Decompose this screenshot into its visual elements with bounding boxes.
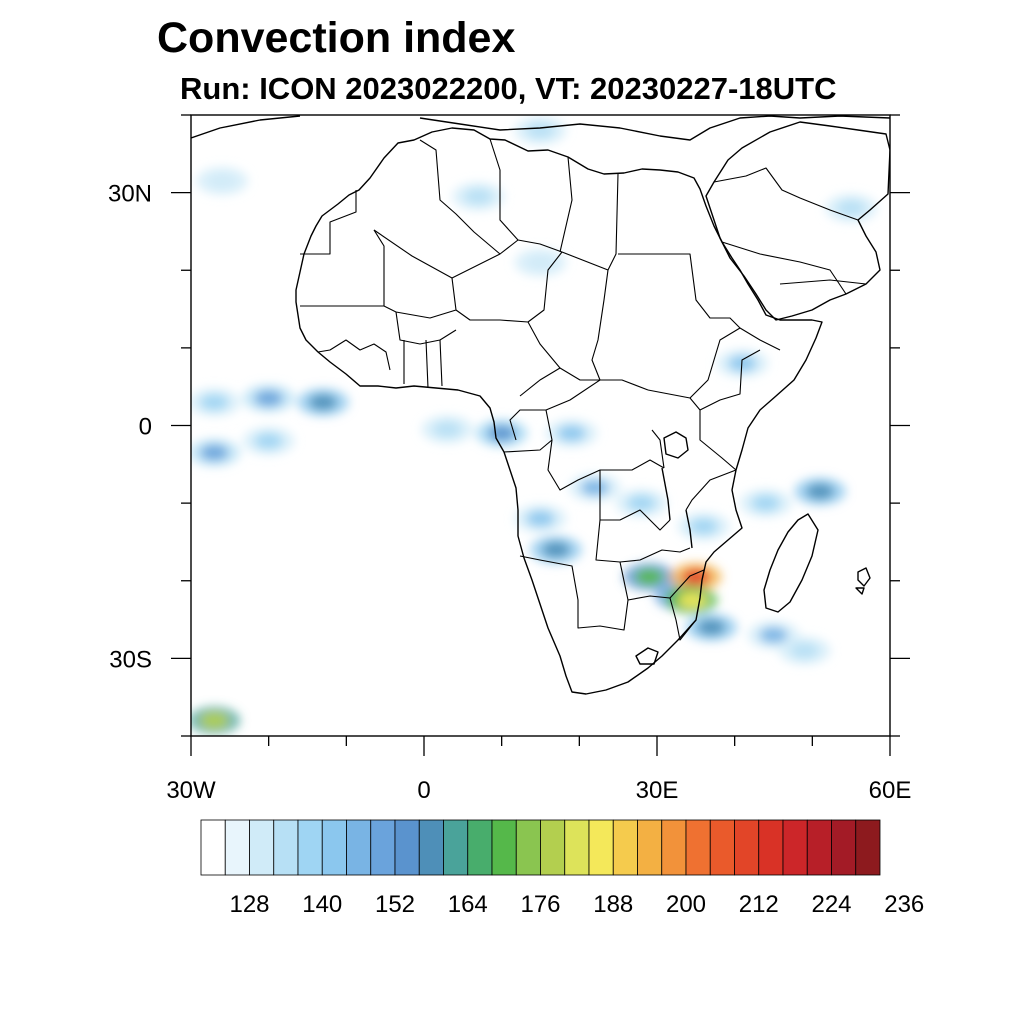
- colorbar-swatch: [297, 819, 323, 876]
- convection-patch: [580, 479, 609, 496]
- lake-victoria: [663, 431, 689, 459]
- colorbar-swatch: [418, 819, 444, 876]
- convection-patch: [837, 200, 866, 217]
- colorbar-swatch: [831, 819, 857, 876]
- madagascar-coastline: [763, 513, 819, 613]
- convection-patch: [526, 510, 555, 527]
- colorbar-swatch: [806, 819, 832, 876]
- colorbar-swatch: [321, 819, 347, 876]
- colorbar-swatch: [200, 819, 226, 876]
- x-tick-label: 30W: [166, 777, 216, 804]
- colorbar-label: 152: [375, 891, 415, 918]
- convection-patch: [542, 541, 571, 558]
- convection-patch: [759, 627, 788, 644]
- convection-patch: [681, 568, 710, 585]
- lake-malawi: [685, 509, 693, 549]
- colorbar-label: 224: [811, 891, 851, 918]
- convection-patch: [751, 495, 780, 512]
- lesotho: [635, 647, 659, 665]
- convection-patch: [557, 425, 586, 442]
- convection-patch: [464, 188, 493, 205]
- x-tick-label: 60E: [869, 777, 912, 804]
- colorbar-swatch: [394, 819, 420, 876]
- y-tick-label: 0: [139, 414, 152, 441]
- colorbar-label: 236: [884, 891, 924, 918]
- convection-patch: [697, 619, 726, 636]
- country-borders: [300, 138, 867, 641]
- convection-field: [191, 116, 878, 735]
- x-tick-label: 0: [417, 777, 430, 804]
- colorbar-swatch: [491, 819, 517, 876]
- colorbar-swatch: [224, 819, 250, 876]
- colorbar-label: 176: [520, 891, 560, 918]
- convection-patch: [728, 355, 757, 372]
- convection-patch: [200, 712, 229, 729]
- colorbar-swatch: [564, 819, 590, 876]
- colorbar-swatch: [273, 819, 299, 876]
- colorbar-label: 128: [229, 891, 269, 918]
- colorbar-swatch: [588, 819, 614, 876]
- colorbar-swatch: [467, 819, 493, 876]
- colorbar: 128 140 152 164 176 188 200 212 224 236: [200, 819, 924, 918]
- europe-coastline: [191, 115, 890, 141]
- convection-patch: [208, 172, 237, 189]
- colorbar-swatch: [661, 819, 687, 876]
- convection-patch: [200, 394, 229, 411]
- arabia-coastline: [705, 121, 890, 321]
- colorbar-swatch: [685, 819, 711, 876]
- convection-patch: [200, 444, 229, 461]
- mascarene-islands: [855, 567, 871, 595]
- convection-patch: [254, 433, 283, 450]
- convection-patch: [254, 390, 283, 407]
- colorbar-label: 140: [302, 891, 342, 918]
- convection-patch: [526, 122, 555, 139]
- colorbar-swatch: [249, 819, 275, 876]
- y-tick-label: 30S: [109, 646, 152, 673]
- colorbar-swatch: [758, 819, 784, 876]
- x-tick-label: 30E: [636, 777, 679, 804]
- lake-tanganyika: [661, 467, 671, 521]
- convection-patch: [309, 394, 338, 411]
- convection-patch: [806, 483, 835, 500]
- colorbar-label: 212: [739, 891, 779, 918]
- colorbar-swatch: [612, 819, 638, 876]
- axes: 30W 0 30E 60E 30N 0 30S: [108, 114, 912, 804]
- convection-patch: [689, 518, 718, 535]
- convection-patch: [790, 642, 819, 659]
- convection-patch: [487, 425, 516, 442]
- colorbar-label: 188: [593, 891, 633, 918]
- colorbar-swatch: [346, 819, 372, 876]
- convection-patch: [635, 568, 664, 585]
- colorbar-label: 164: [448, 891, 488, 918]
- coastlines: [191, 115, 890, 695]
- colorbar-swatch: [709, 819, 735, 876]
- africa-coastline: [295, 127, 823, 695]
- colorbar-swatch: [370, 819, 396, 876]
- colorbar-label: 200: [666, 891, 706, 918]
- colorbar-swatch: [734, 819, 760, 876]
- y-tick-label: 30N: [108, 181, 152, 208]
- colorbar-swatch: [782, 819, 808, 876]
- colorbar-swatch: [855, 819, 881, 876]
- map-title: Convection index: [157, 14, 516, 62]
- colorbar-swatch: [515, 819, 541, 876]
- colorbar-swatch: [637, 819, 663, 876]
- convection-patch: [627, 495, 656, 512]
- colorbar-swatch: [540, 819, 566, 876]
- convection-patch: [677, 592, 706, 609]
- map-subtitle: Run: ICON 2023022200, VT: 20230227-18UTC: [180, 71, 837, 106]
- colorbar-swatch: [443, 819, 469, 876]
- convection-patch: [526, 254, 555, 271]
- convection-patch: [433, 421, 462, 438]
